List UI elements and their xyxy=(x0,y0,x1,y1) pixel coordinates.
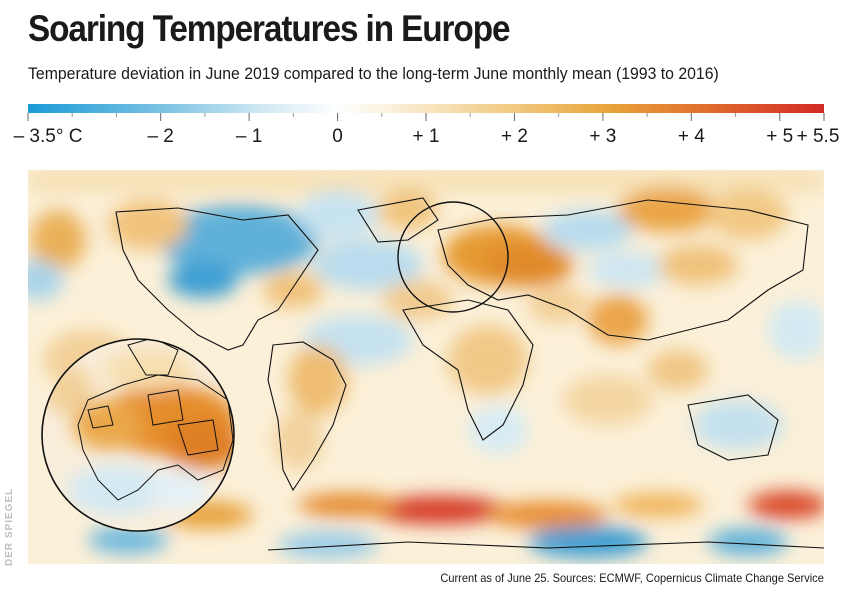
scale-tick-label: + 5.5 xyxy=(796,126,840,147)
scale-tick-label: + 2 xyxy=(500,126,528,147)
europe-inset-circle xyxy=(41,338,235,532)
scale-ticks xyxy=(27,113,825,121)
scale-tick-label: – 1 xyxy=(235,126,263,147)
scale-tick-label: + 5 xyxy=(766,126,794,147)
land-outlines xyxy=(115,197,824,551)
scale-tick-label: + 1 xyxy=(412,126,440,147)
europe-highlight-circle xyxy=(397,201,509,313)
temperature-anomaly-map xyxy=(28,170,824,564)
source-note: Current as of June 25. Sources: ECMWF, C… xyxy=(440,571,824,585)
scale-tick-label: – 3.5° C xyxy=(13,126,83,147)
scale-tick-label: 0 xyxy=(332,126,343,147)
page-subtitle: Temperature deviation in June 2019 compa… xyxy=(28,64,719,83)
scale-tick-label: + 3 xyxy=(589,126,617,147)
color-scale-bar xyxy=(28,104,824,113)
page-title: Soaring Temperatures in Europe xyxy=(28,8,510,49)
brand-logo: DER SPIEGEL xyxy=(4,487,15,566)
scale-tick-label: + 4 xyxy=(677,126,705,147)
scale-tick-label: – 2 xyxy=(147,126,174,147)
europe-inset xyxy=(41,338,235,532)
